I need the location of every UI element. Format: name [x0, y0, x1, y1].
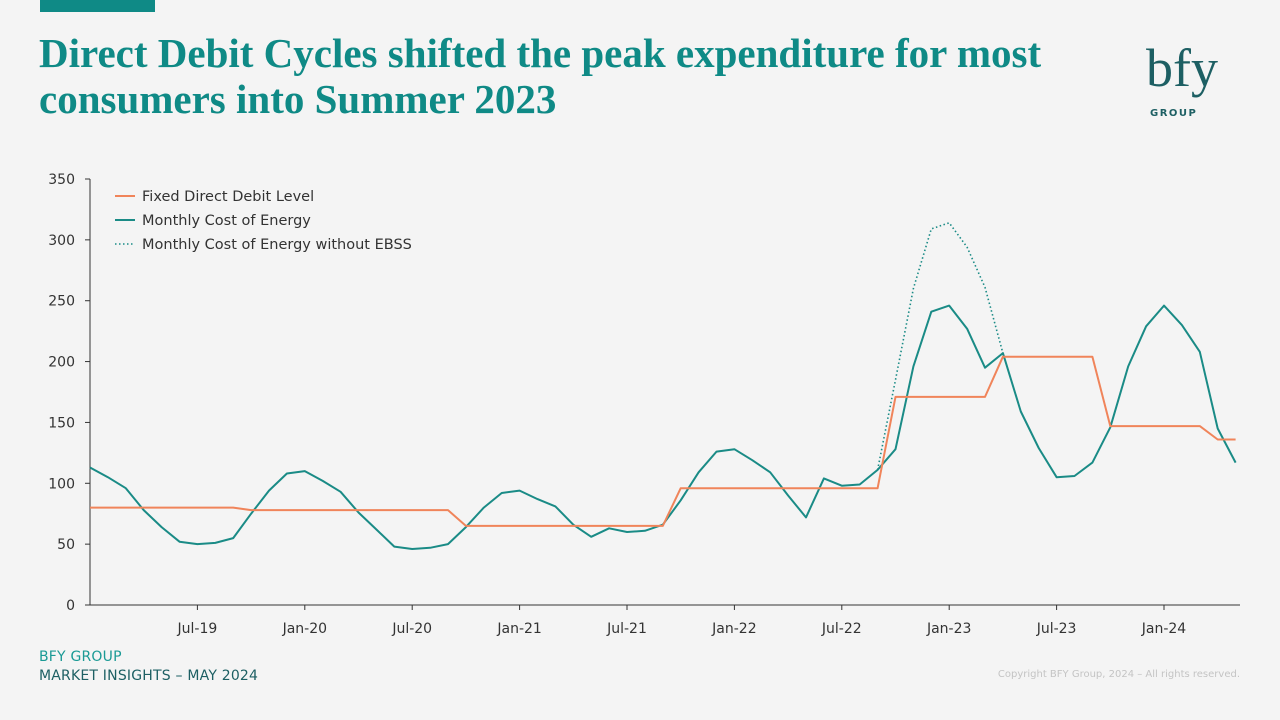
x-tick-label: Jul-19 — [177, 621, 218, 637]
y-tick-label: 350 — [48, 172, 75, 188]
legend-label: Fixed Direct Debit Level — [142, 189, 314, 205]
y-tick-label: 300 — [48, 233, 75, 249]
y-tick-label: 250 — [48, 294, 75, 310]
x-tick-label: Jan-22 — [711, 621, 756, 637]
x-tick-label: Jan-20 — [282, 621, 327, 637]
x-tick-label: Jul-22 — [821, 621, 862, 637]
series-group — [89, 222, 1237, 550]
y-tick-label: 200 — [48, 355, 75, 371]
x-tick-label: Jan-21 — [496, 621, 541, 637]
logo-wordmark: bfy — [1146, 38, 1218, 98]
bfy-group-logo: bfy GROUP — [1146, 38, 1218, 119]
legend-label: Monthly Cost of Energy without EBSS — [142, 237, 412, 253]
y-tick-label: 0 — [66, 598, 75, 614]
axes: 0 50 100 150 200 250 300 350 Jul-19 Jan-20 Jul-20 J… — [48, 172, 1240, 637]
x-tick-label: Jul-20 — [391, 621, 432, 637]
x-tick-label: Jul-21 — [606, 621, 647, 637]
y-tick-label: 100 — [48, 476, 75, 492]
copyright: Copyright BFY Group, 2024 – All rights r… — [997, 669, 1240, 680]
series-line-0 — [90, 355, 1236, 527]
series-line-1 — [89, 304, 1237, 550]
series-line-2 — [876, 222, 1004, 471]
x-tick-label: Jan-24 — [1141, 621, 1187, 637]
logo-subtext: GROUP — [1150, 108, 1197, 119]
x-tick-label: Jan-23 — [926, 621, 971, 637]
footer-brand: BFY GROUP — [39, 649, 122, 665]
y-tick-label: 150 — [48, 415, 75, 431]
legend: Fixed Direct Debit Level Monthly Cost of … — [115, 189, 412, 253]
legend-label: Monthly Cost of Energy — [142, 213, 311, 229]
footer-subtitle: MARKET INSIGHTS – MAY 2024 — [39, 668, 259, 684]
y-tick-label: 50 — [57, 537, 75, 553]
x-tick-label: Jul-23 — [1036, 621, 1077, 637]
page-title: Direct Debit Cycles shifted the peak exp… — [39, 30, 1042, 122]
accent-bar — [40, 0, 155, 12]
